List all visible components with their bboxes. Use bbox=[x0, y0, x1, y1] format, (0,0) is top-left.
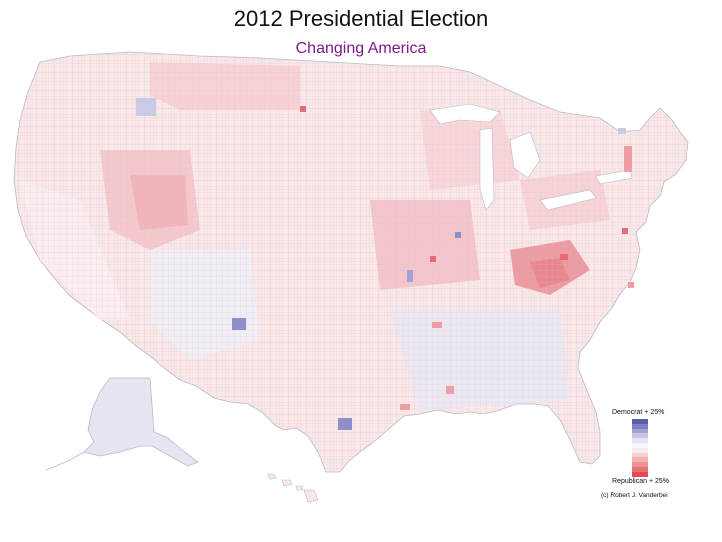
legend-swatch bbox=[632, 452, 648, 458]
legend-swatch bbox=[632, 466, 648, 472]
alaska bbox=[45, 377, 199, 471]
legend-swatch bbox=[632, 442, 648, 448]
great-lakes bbox=[429, 103, 633, 211]
hawaii bbox=[267, 473, 319, 503]
copyright-text: (c) Robert J. Vanderbei bbox=[601, 492, 668, 499]
highlight-counties bbox=[136, 98, 634, 430]
contiguous-us bbox=[13, 51, 689, 473]
legend-swatch bbox=[632, 457, 648, 463]
legend-color-scale bbox=[632, 419, 648, 477]
map-subtitle: Changing America bbox=[295, 40, 427, 57]
legend-republican-label: Republican + 25% bbox=[612, 478, 670, 485]
map-title: 2012 Presidential Election bbox=[233, 6, 489, 31]
legend-swatch bbox=[632, 428, 648, 434]
legend-swatch bbox=[632, 447, 648, 453]
legend-swatch bbox=[632, 423, 648, 429]
legend-swatch bbox=[632, 433, 648, 439]
legend-swatch bbox=[632, 419, 648, 424]
legend-swatch bbox=[632, 462, 648, 467]
legend-swatch bbox=[632, 471, 648, 477]
legend-swatch bbox=[632, 438, 648, 443]
legend-democrat-label: Democrat + 25% bbox=[612, 409, 665, 416]
